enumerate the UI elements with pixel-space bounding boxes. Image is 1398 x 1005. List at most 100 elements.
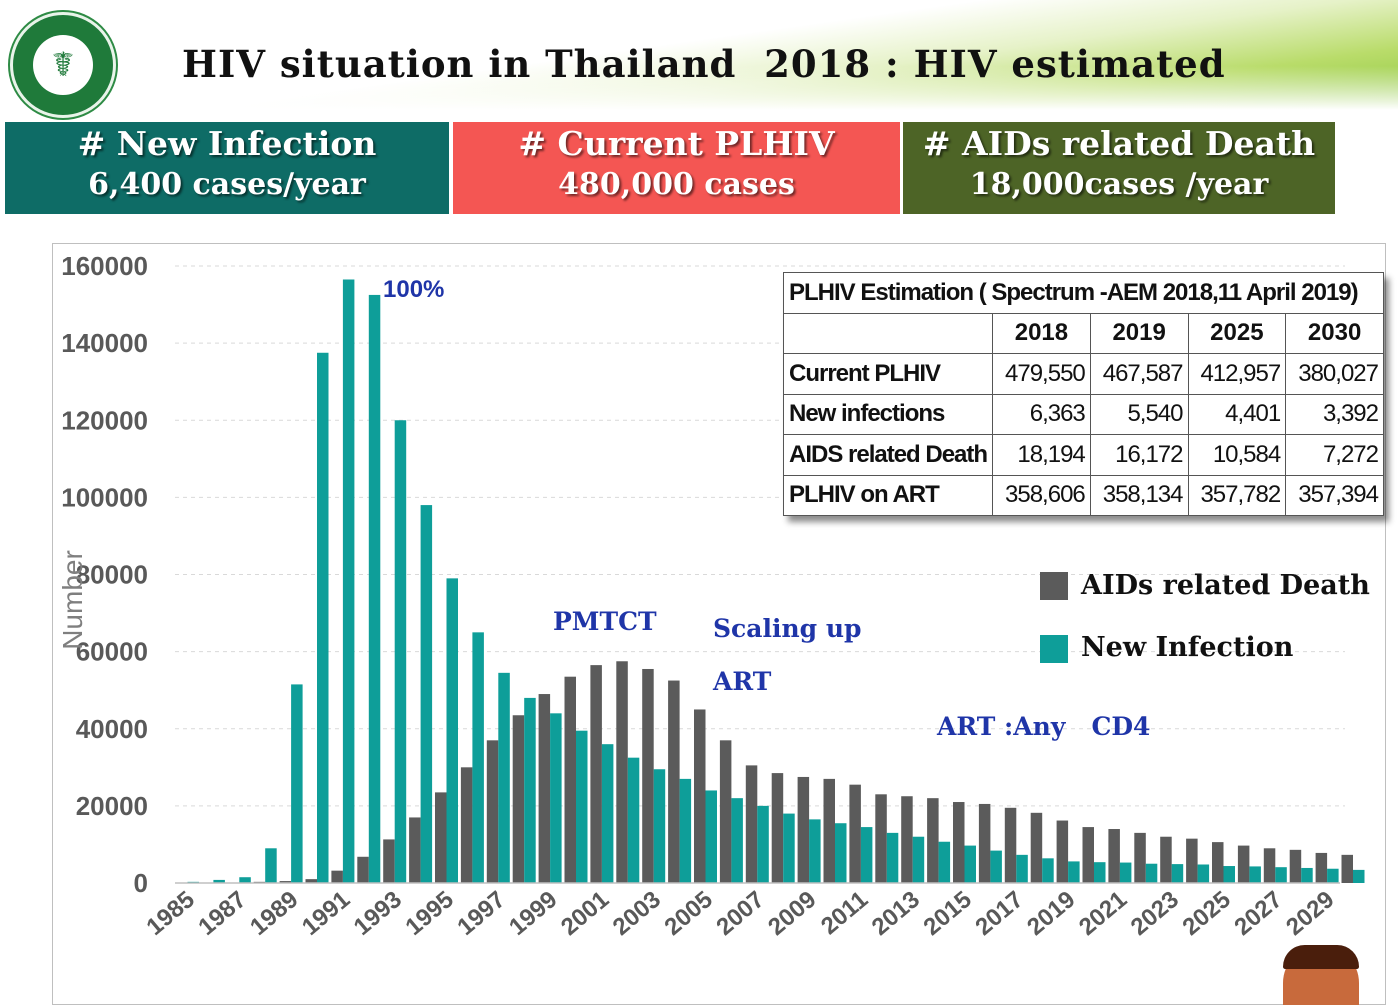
bar-aids-death-2005 bbox=[694, 709, 706, 883]
legend-label-new-infection: New Infection bbox=[1081, 632, 1294, 663]
table-cell: 18,194 bbox=[993, 435, 1091, 476]
y-axis-label: Number bbox=[57, 550, 88, 650]
bar-new-infection-2018 bbox=[1042, 858, 1054, 883]
bar-aids-death-2016 bbox=[979, 804, 991, 883]
bar-aids-death-2026 bbox=[1238, 846, 1250, 883]
bar-aids-death-2011 bbox=[849, 785, 861, 883]
bar-aids-death-2000 bbox=[565, 677, 577, 883]
bar-new-infection-1997 bbox=[498, 673, 510, 883]
table-header-row: 2018 2019 2025 2030 bbox=[784, 313, 1384, 354]
bar-new-infection-2004 bbox=[680, 779, 692, 883]
bar-aids-death-2018 bbox=[1031, 813, 1043, 883]
bar-aids-death-2003 bbox=[642, 669, 654, 883]
bar-new-infection-2014 bbox=[939, 842, 951, 883]
bar-aids-death-2030 bbox=[1342, 855, 1354, 883]
bar-new-infection-2026 bbox=[1249, 866, 1261, 883]
legend-label-death: AIDs related Death bbox=[1080, 570, 1370, 601]
cartoon-character-icon bbox=[1283, 945, 1359, 1005]
bar-aids-death-2017 bbox=[1005, 808, 1017, 883]
bar-new-infection-2016 bbox=[990, 851, 1002, 883]
bar-new-infection-2012 bbox=[887, 833, 899, 883]
bar-aids-death-2022 bbox=[1134, 833, 1146, 883]
bar-aids-death-2029 bbox=[1316, 853, 1328, 883]
bar-aids-death-2019 bbox=[1057, 821, 1069, 883]
x-tick-label: 2011 bbox=[816, 886, 873, 940]
bar-new-infection-1990 bbox=[317, 353, 329, 883]
table-cell: 358,134 bbox=[1090, 475, 1188, 516]
bar-new-infection-2027 bbox=[1275, 867, 1287, 883]
x-tick-label: 2021 bbox=[1074, 886, 1132, 941]
bar-new-infection-2009 bbox=[809, 819, 821, 883]
annotation-art-any-cd4: ART :Any CD4 bbox=[936, 712, 1150, 741]
bar-aids-death-2002 bbox=[616, 661, 628, 883]
bar-new-infection-1993 bbox=[395, 420, 407, 883]
bar-aids-death-2021 bbox=[1108, 829, 1120, 883]
bar-new-infection-1994 bbox=[421, 505, 433, 883]
bar-aids-death-2001 bbox=[590, 665, 602, 883]
y-tick-label: 120000 bbox=[61, 405, 148, 435]
bar-aids-death-2004 bbox=[668, 681, 680, 883]
bar-new-infection-2013 bbox=[913, 837, 925, 883]
x-tick-label: 2027 bbox=[1229, 886, 1287, 941]
bar-aids-death-2013 bbox=[901, 796, 913, 883]
bar-aids-death-2027 bbox=[1264, 848, 1276, 883]
bar-aids-death-2012 bbox=[875, 794, 887, 883]
bar-new-infection-2010 bbox=[835, 823, 847, 883]
table-header-year: 2025 bbox=[1188, 313, 1286, 354]
y-tick-label: 160000 bbox=[61, 251, 148, 281]
x-tick-label: 2029 bbox=[1281, 886, 1339, 941]
bar-new-infection-1999 bbox=[550, 713, 562, 883]
y-tick-label: 0 bbox=[134, 868, 148, 898]
plhiv-estimation-table-panel: PLHIV Estimation ( Spectrum -AEM 2018,11… bbox=[783, 272, 1384, 516]
bar-aids-death-2007 bbox=[746, 765, 758, 883]
annotation-100-percent: 100% bbox=[383, 276, 444, 303]
bar-aids-death-2009 bbox=[798, 777, 810, 883]
table-header-blank bbox=[784, 313, 993, 354]
x-tick-label: 1999 bbox=[504, 886, 562, 941]
table-row: PLHIV on ART 358,606 358,134 357,782 357… bbox=[784, 475, 1384, 516]
bar-new-infection-2025 bbox=[1224, 866, 1236, 883]
bar-new-infection-1988 bbox=[265, 848, 277, 883]
bar-new-infection-2028 bbox=[1301, 868, 1313, 883]
bar-new-infection-2006 bbox=[731, 798, 743, 883]
x-tick-label: 1989 bbox=[245, 886, 303, 941]
table-cell: 4,401 bbox=[1188, 394, 1286, 435]
table-cell: 10,584 bbox=[1188, 435, 1286, 476]
bar-aids-death-2006 bbox=[720, 740, 732, 883]
x-tick-label: 1991 bbox=[297, 886, 355, 941]
bar-aids-death-1994 bbox=[409, 817, 421, 883]
bar-new-infection-2030 bbox=[1353, 870, 1365, 883]
annotation-pmtct: PMTCT bbox=[553, 607, 657, 636]
bar-new-infection-1998 bbox=[524, 698, 536, 883]
bar-aids-death-2025 bbox=[1212, 842, 1224, 883]
bar-aids-death-1998 bbox=[513, 715, 525, 883]
table-header-year: 2030 bbox=[1286, 313, 1384, 354]
x-tick-label: 2009 bbox=[763, 886, 821, 941]
table-caption: PLHIV Estimation ( Spectrum -AEM 2018,11… bbox=[784, 273, 1384, 314]
x-tick-label: 1993 bbox=[349, 886, 407, 941]
table-cell: 358,606 bbox=[993, 475, 1091, 516]
table-cell: 7,272 bbox=[1286, 435, 1384, 476]
bar-aids-death-2010 bbox=[824, 779, 836, 883]
y-tick-label: 140000 bbox=[61, 328, 148, 358]
bar-new-infection-2011 bbox=[861, 827, 873, 883]
bar-new-infection-1991 bbox=[343, 279, 355, 883]
bar-aids-death-2020 bbox=[1083, 827, 1095, 883]
bar-new-infection-2022 bbox=[1146, 864, 1158, 883]
x-tick-label: 2003 bbox=[608, 886, 666, 941]
x-tick-label: 1995 bbox=[401, 886, 459, 941]
bar-new-infection-2019 bbox=[1068, 861, 1080, 883]
bar-new-infection-2015 bbox=[965, 846, 977, 883]
table-row: New infections 6,363 5,540 4,401 3,392 bbox=[784, 394, 1384, 435]
table-cell: 357,782 bbox=[1188, 475, 1286, 516]
bar-aids-death-2008 bbox=[772, 773, 784, 883]
plhiv-estimation-table: PLHIV Estimation ( Spectrum -AEM 2018,11… bbox=[783, 272, 1384, 516]
table-cell: 6,363 bbox=[993, 394, 1091, 435]
table-cell: 380,027 bbox=[1286, 354, 1384, 395]
table-caption-row: PLHIV Estimation ( Spectrum -AEM 2018,11… bbox=[784, 273, 1384, 314]
table-cell: 5,540 bbox=[1090, 394, 1188, 435]
bar-aids-death-2014 bbox=[927, 798, 939, 883]
bar-aids-death-1999 bbox=[539, 694, 551, 883]
x-tick-label: 2019 bbox=[1022, 886, 1080, 941]
y-tick-label: 40000 bbox=[76, 714, 148, 744]
